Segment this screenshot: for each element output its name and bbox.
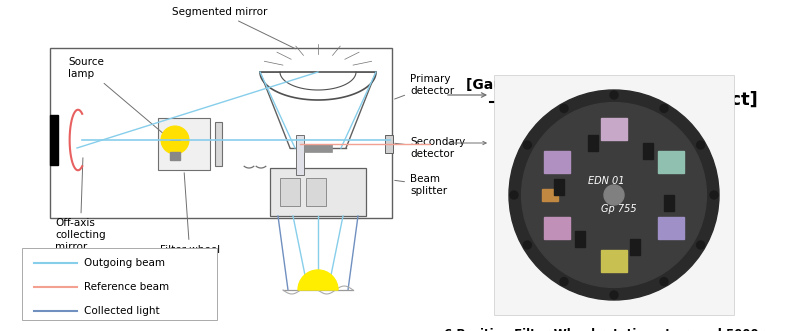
Bar xyxy=(588,135,598,151)
Wedge shape xyxy=(298,270,338,290)
Bar xyxy=(658,217,684,239)
Bar xyxy=(494,75,734,315)
Bar xyxy=(306,178,326,206)
Text: Secondary
detector: Secondary detector xyxy=(394,137,466,159)
Bar xyxy=(643,143,654,159)
Circle shape xyxy=(604,185,624,205)
Text: Beam
splitter: Beam splitter xyxy=(394,174,447,196)
Bar xyxy=(385,135,393,153)
Bar xyxy=(544,151,570,173)
Bar xyxy=(658,151,684,173)
Text: Reference beam: Reference beam xyxy=(84,282,169,292)
Text: Collected light: Collected light xyxy=(84,306,160,316)
Circle shape xyxy=(523,141,531,149)
Text: Filter wheel
5000rpm: Filter wheel 5000rpm xyxy=(160,173,220,266)
Bar xyxy=(554,179,563,195)
Circle shape xyxy=(510,191,518,199)
Circle shape xyxy=(610,91,618,99)
Circle shape xyxy=(697,241,705,249)
Circle shape xyxy=(560,104,568,113)
Circle shape xyxy=(560,278,568,286)
Text: [Gauge]: [Gauge] xyxy=(514,109,577,123)
Text: 6 Position Filter Wheel rotating at around 5000rpm: 6 Position Filter Wheel rotating at arou… xyxy=(443,328,785,331)
Text: [Gauge] X [Product]: [Gauge] X [Product] xyxy=(466,78,624,92)
Bar xyxy=(630,239,640,255)
Bar xyxy=(158,118,210,170)
Text: =  [Product]: = [Product] xyxy=(635,91,758,109)
Bar xyxy=(601,118,627,140)
Bar xyxy=(50,115,58,165)
Circle shape xyxy=(523,241,531,249)
Text: Primary
detector: Primary detector xyxy=(394,74,454,99)
Bar xyxy=(270,168,366,216)
Circle shape xyxy=(522,103,706,287)
Bar xyxy=(50,48,392,218)
Bar xyxy=(215,122,222,166)
Bar xyxy=(601,250,627,272)
Text: Outgoing beam: Outgoing beam xyxy=(84,258,165,268)
Text: Source
lamp: Source lamp xyxy=(68,57,163,133)
Bar xyxy=(170,152,180,160)
Bar xyxy=(296,135,304,175)
Text: Gp 755: Gp 755 xyxy=(601,204,637,214)
Circle shape xyxy=(610,291,618,299)
Circle shape xyxy=(660,278,668,286)
Bar xyxy=(22,248,217,320)
Circle shape xyxy=(660,104,668,113)
Text: Segmented mirror: Segmented mirror xyxy=(172,7,295,49)
Bar xyxy=(574,231,585,247)
Bar xyxy=(280,178,300,206)
Bar xyxy=(304,144,332,152)
Circle shape xyxy=(161,126,189,154)
Bar xyxy=(542,189,558,201)
Bar xyxy=(544,217,570,239)
Circle shape xyxy=(697,141,705,149)
Text: Off-axis
collecting
mirror: Off-axis collecting mirror xyxy=(55,158,106,252)
Bar xyxy=(665,195,674,211)
Text: EDN 01: EDN 01 xyxy=(588,176,624,186)
Circle shape xyxy=(509,90,719,300)
Circle shape xyxy=(710,191,718,199)
